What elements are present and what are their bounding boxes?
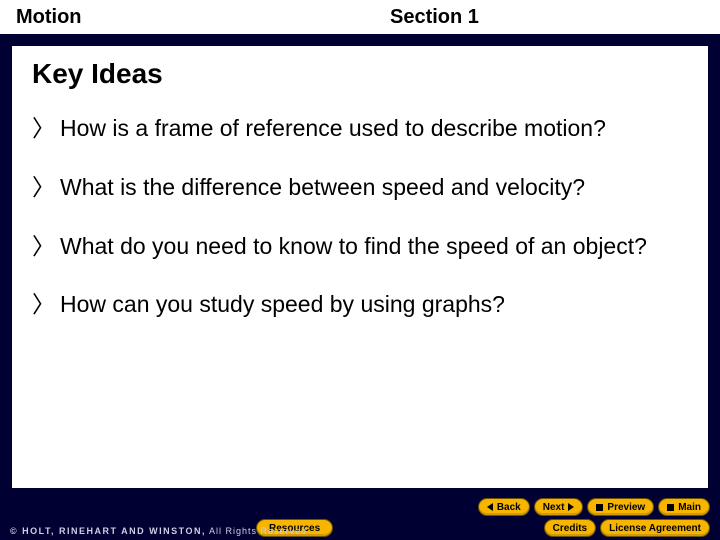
bullet-list: How is a frame of reference used to desc… bbox=[32, 114, 688, 319]
copyright-rest: All Rights Reserved bbox=[206, 526, 307, 536]
header-title-left: Motion bbox=[16, 6, 330, 29]
slide-content: Key Ideas How is a frame of reference us… bbox=[12, 46, 708, 488]
slide-header: Motion Section 1 bbox=[0, 0, 720, 36]
copyright-text: © HOLT, RINEHART AND WINSTON, All Rights… bbox=[10, 526, 307, 536]
bullet-item: How can you study speed by using graphs? bbox=[32, 290, 688, 319]
slide-container: Motion Section 1 Key Ideas How is a fram… bbox=[0, 0, 720, 540]
header-title-right: Section 1 bbox=[330, 6, 704, 29]
copyright-bold: © HOLT, RINEHART AND WINSTON, bbox=[10, 526, 206, 536]
slide-footer: © HOLT, RINEHART AND WINSTON, All Rights… bbox=[0, 492, 720, 540]
bullet-item: What is the difference between speed and… bbox=[32, 173, 688, 202]
bullet-item: How is a frame of reference used to desc… bbox=[32, 114, 688, 143]
bullet-item: What do you need to know to find the spe… bbox=[32, 232, 688, 261]
content-title: Key Ideas bbox=[32, 58, 688, 90]
